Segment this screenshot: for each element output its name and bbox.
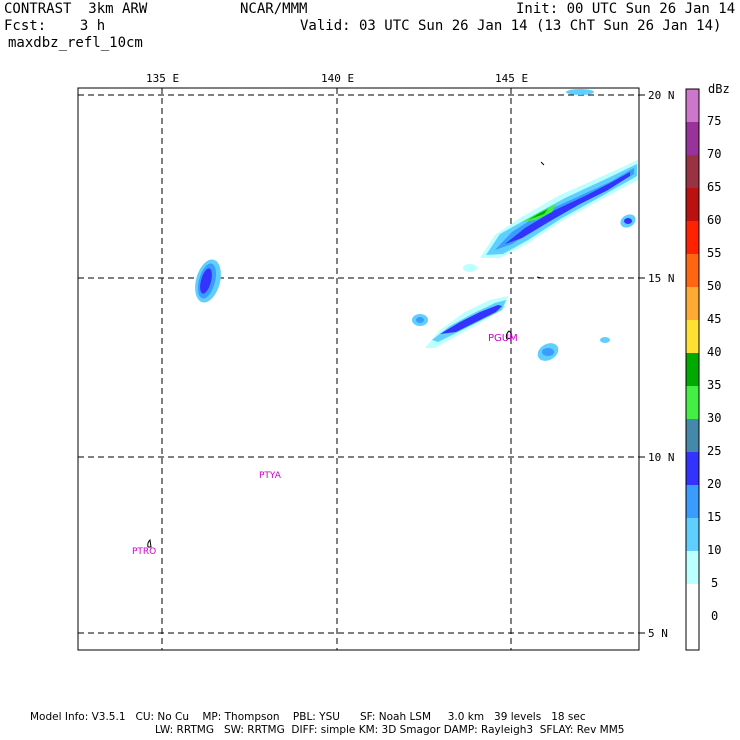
legend-swatch-15 [686, 485, 699, 518]
legend-level-15: 15 [707, 510, 722, 524]
legend-level-25: 25 [707, 444, 722, 458]
init-time: Init: 00 UTC Sun 26 Jan 14 [516, 1, 736, 17]
echo-band-northeast [463, 89, 638, 272]
legend-swatch-40 [686, 320, 699, 353]
legend-level-30: 30 [707, 411, 722, 425]
legend-swatch-10 [686, 518, 699, 551]
legend-swatch-0 [686, 584, 699, 617]
lon-label-135e: 135 E [146, 72, 180, 85]
legend-level-65: 65 [707, 180, 722, 194]
legend-swatch-45 [686, 287, 699, 320]
legend-swatch-30 [686, 386, 699, 419]
legend-level-5: 5 [711, 576, 719, 590]
legend-swatch-25 [686, 419, 699, 452]
legend-level-10: 10 [707, 543, 722, 557]
valid-time: Valid: 03 UTC Sun 26 Jan 14 (13 ChT Sun … [300, 18, 722, 34]
echo-cell-135e [195, 259, 221, 303]
organization-label: NCAR/MMM [240, 1, 308, 17]
map-frame [77, 87, 640, 651]
legend-level-60: 60 [707, 213, 722, 227]
legend-level-20: 20 [707, 477, 722, 491]
field-name: maxdbz_refl_10cm [8, 35, 143, 51]
lat-label-20n: 20 N [648, 89, 675, 102]
station-ptro: PTRO [132, 547, 157, 557]
legend-swatch-below-0 [686, 617, 699, 650]
guam-outline [505, 330, 513, 340]
legend-level-50: 50 [707, 279, 722, 293]
forecast-hour: Fcst: 3 h [4, 18, 106, 34]
lon-label-145e: 145 E [495, 72, 529, 85]
model-info-line1: Model Info: V3.5.1 CU: No Cu MP: Thompso… [30, 711, 586, 723]
legend-swatch-65 [686, 155, 699, 188]
lat-label-5n: 5 N [648, 627, 668, 640]
legend-swatch-60 [686, 188, 699, 221]
legend-colorbar [685, 88, 700, 651]
station-pgum: PGUM [488, 333, 518, 344]
echo-band-guam [412, 296, 610, 361]
legend-level-40: 40 [707, 345, 722, 359]
legend-unit: dBz [708, 82, 730, 96]
legend-swatch-75 [686, 89, 699, 122]
legend-swatch-50 [686, 254, 699, 287]
legend-swatch-55 [686, 221, 699, 254]
lat-lon-grid [78, 88, 639, 650]
legend-swatch-5 [686, 551, 699, 584]
legend-level-70: 70 [707, 147, 722, 161]
legend-level-55: 55 [707, 246, 722, 260]
legend-level-35: 35 [707, 378, 722, 392]
legend-swatch-70 [686, 122, 699, 155]
legend-swatch-35 [686, 353, 699, 386]
lat-label-10n: 10 N [648, 451, 675, 464]
coastlines [147, 161, 545, 548]
truk-outline [147, 538, 152, 548]
legend-level-75: 75 [707, 114, 722, 128]
legend-level-45: 45 [707, 312, 722, 326]
legend-level-0: 0 [711, 609, 719, 623]
lon-label-140e: 140 E [321, 72, 355, 85]
model-info-line2: LW: RRTMG SW: RRTMG DIFF: simple KM: 3D … [155, 724, 625, 736]
station-ptya: PTYA [259, 471, 281, 481]
right-axis-ticks [639, 94, 645, 634]
model-title: CONTRAST 3km ARW [4, 1, 148, 17]
lat-label-15n: 15 N [648, 272, 675, 285]
legend-swatch-20 [686, 452, 699, 485]
